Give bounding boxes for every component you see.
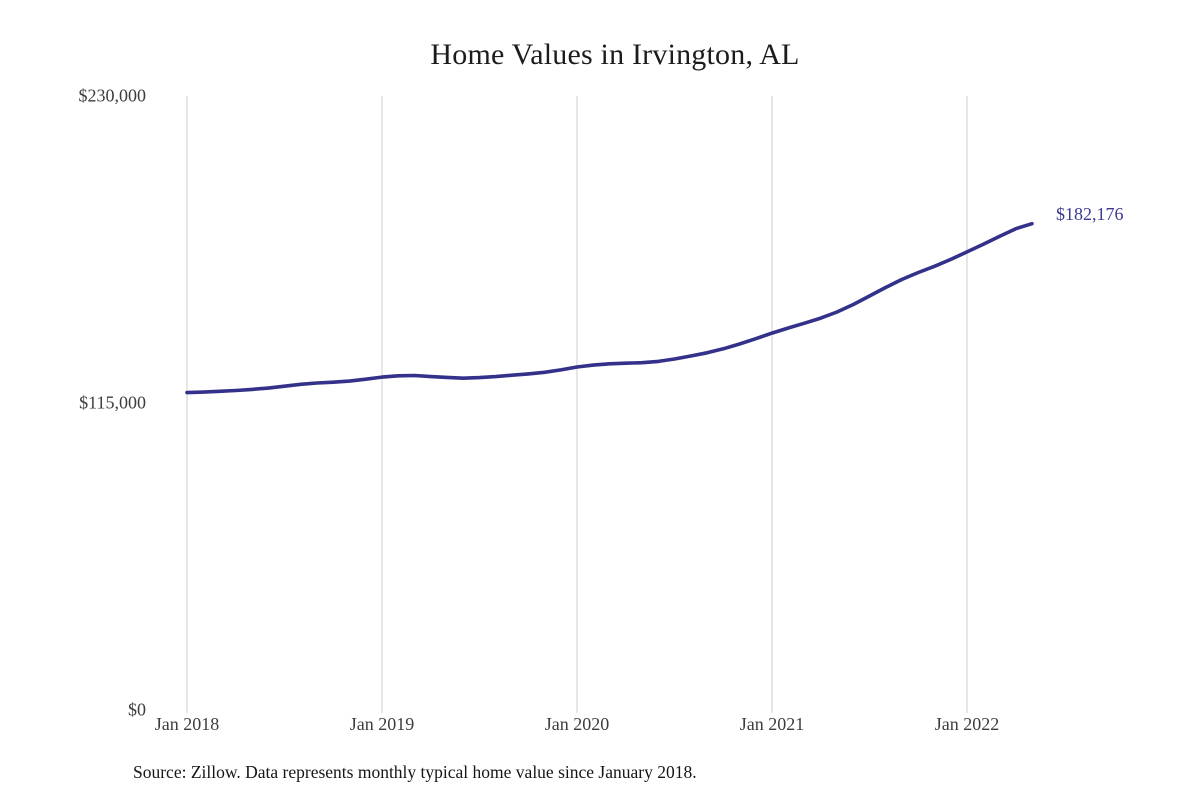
source-note: Source: Zillow. Data represents monthly … bbox=[133, 762, 697, 782]
y-tick-label: $230,000 bbox=[78, 85, 147, 106]
home-value-line bbox=[185, 221, 1034, 395]
chart-title: Home Values in Irvington, AL bbox=[430, 38, 800, 71]
x-tick-label: Jan 2019 bbox=[349, 714, 415, 734]
x-tick-label: Jan 2022 bbox=[934, 714, 1000, 734]
gridline-group bbox=[186, 96, 968, 713]
x-tick-label: Jan 2020 bbox=[544, 714, 610, 734]
end-value-label: $182,176 bbox=[1056, 204, 1124, 224]
x-tick-label: Jan 2018 bbox=[154, 714, 220, 734]
y-tick-label: $115,000 bbox=[79, 392, 146, 413]
y-tick-label: $0 bbox=[128, 699, 146, 720]
x-tick-label: Jan 2021 bbox=[739, 714, 805, 734]
